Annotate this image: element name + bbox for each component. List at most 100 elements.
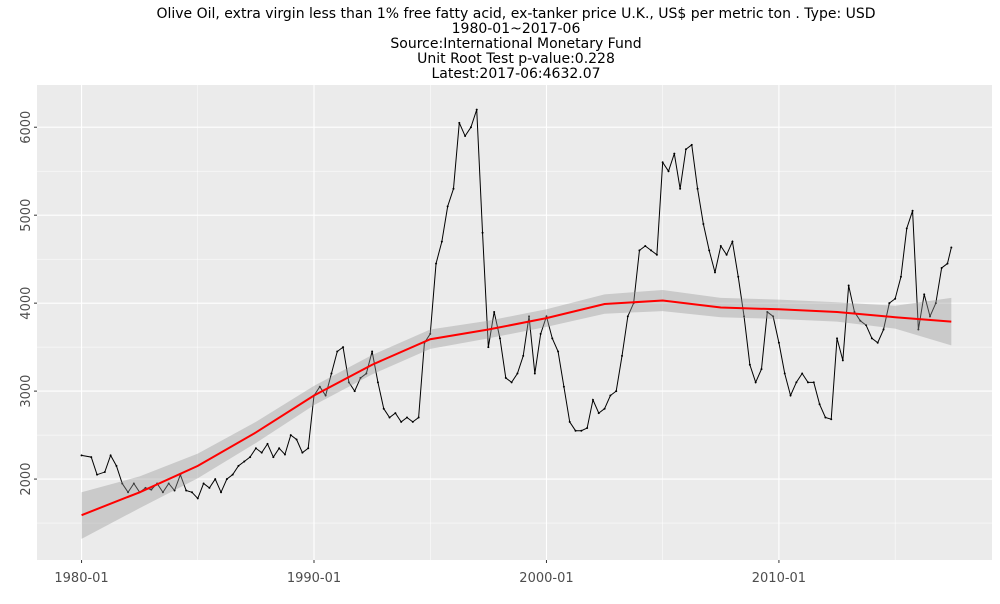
point — [278, 447, 281, 450]
point — [760, 368, 763, 371]
point — [888, 302, 891, 305]
y-tick-label: 3000 — [19, 375, 34, 408]
point — [882, 328, 885, 331]
point — [684, 148, 687, 151]
point — [487, 346, 490, 349]
point — [586, 427, 589, 430]
point — [539, 332, 542, 335]
point — [283, 453, 286, 456]
point — [708, 249, 711, 252]
point — [301, 451, 304, 454]
point — [150, 488, 153, 491]
chart-title: Source:International Monetary Fund — [390, 36, 641, 52]
point — [836, 337, 839, 340]
point — [365, 372, 368, 375]
point — [702, 222, 705, 225]
panel — [37, 85, 992, 560]
point — [173, 489, 176, 492]
point — [923, 293, 926, 296]
point — [644, 244, 647, 247]
point — [132, 482, 135, 485]
point — [446, 205, 449, 208]
point — [115, 464, 118, 467]
point — [597, 412, 600, 415]
point — [220, 491, 223, 494]
point — [249, 456, 252, 459]
point — [510, 381, 513, 384]
point — [655, 253, 658, 256]
point — [679, 187, 682, 190]
point — [237, 464, 240, 467]
point — [481, 231, 484, 234]
point — [929, 315, 932, 318]
chart-title: Olive Oil, extra virgin less than 1% fre… — [156, 6, 875, 22]
point — [458, 121, 461, 124]
point — [376, 381, 379, 384]
point — [591, 398, 594, 401]
point — [719, 244, 722, 247]
point — [127, 491, 130, 494]
point — [498, 337, 501, 340]
point — [452, 187, 455, 190]
point — [405, 416, 408, 419]
point — [876, 341, 879, 344]
point — [772, 315, 775, 318]
point — [90, 456, 93, 459]
point — [806, 381, 809, 384]
point — [109, 454, 112, 457]
x-tick-label: 1980-01 — [54, 571, 108, 586]
point — [80, 454, 83, 457]
point — [950, 246, 953, 249]
point — [621, 354, 624, 357]
point — [429, 332, 432, 335]
point — [231, 473, 234, 476]
point — [266, 442, 269, 445]
point — [824, 416, 827, 419]
point — [847, 284, 850, 287]
y-tick-label: 6000 — [19, 111, 34, 144]
point — [859, 319, 862, 322]
point — [870, 337, 873, 340]
point — [185, 489, 188, 492]
point — [318, 385, 321, 388]
point — [731, 240, 734, 243]
chart-title: 1980-01~2017-06 — [452, 21, 581, 37]
point — [940, 266, 943, 269]
point — [533, 372, 536, 375]
point — [865, 324, 868, 327]
x-tick-label: 2010-01 — [752, 571, 806, 586]
chart-title: Latest:2017-06:4632.07 — [431, 66, 600, 82]
point — [574, 429, 577, 432]
point — [545, 315, 548, 318]
point — [103, 471, 106, 474]
point — [254, 447, 257, 450]
point — [696, 187, 699, 190]
point — [917, 328, 920, 331]
point — [841, 359, 844, 362]
y-tick-label: 5000 — [19, 199, 34, 232]
point — [214, 478, 217, 481]
point — [899, 275, 902, 278]
point — [667, 170, 670, 173]
point — [795, 381, 798, 384]
trend-line — [81, 299, 952, 517]
point — [493, 310, 496, 313]
point — [557, 350, 560, 353]
point — [812, 381, 815, 384]
point — [615, 390, 618, 393]
point — [580, 429, 583, 432]
point — [243, 460, 246, 463]
point — [394, 412, 397, 415]
point — [789, 394, 792, 397]
point — [121, 482, 124, 485]
point — [260, 451, 263, 454]
point — [516, 372, 519, 375]
y-tick-label: 2000 — [19, 463, 34, 496]
point — [783, 372, 786, 375]
point — [208, 486, 211, 489]
point — [167, 482, 170, 485]
point — [766, 310, 769, 313]
point — [568, 420, 571, 423]
point — [196, 497, 199, 500]
point — [225, 478, 228, 481]
